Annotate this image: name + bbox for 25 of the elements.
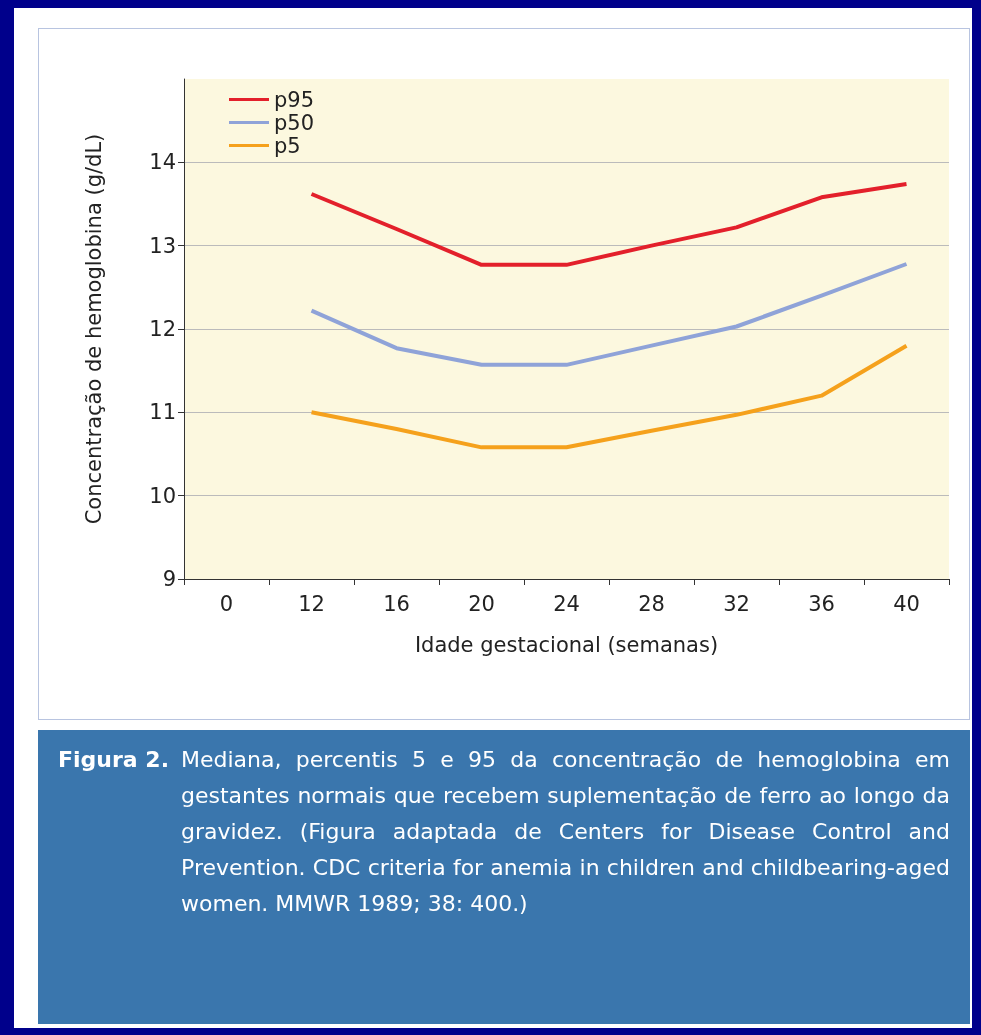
x-tick-label: 32 [723,591,750,616]
line-series [309,262,909,367]
line-series [309,182,909,267]
line-series [309,343,909,450]
x-tick-label: 36 [808,591,835,616]
y-tick-label: 13 [149,233,176,258]
y-tick-label: 12 [149,317,176,341]
legend-label: p95 [274,87,315,112]
y-tick-label: 11 [149,400,176,425]
legend-label: p50 [274,110,315,135]
legend-label: p5 [274,133,301,158]
y-tick-label: 9 [162,567,176,591]
y-tick-label: 10 [149,483,176,508]
x-axis-title: Idade gestacional (semanas) [414,632,719,657]
x-tick-label: 40 [893,591,920,616]
y-axis-title: Concentração de hemoglobina (g/dL) [81,133,106,525]
x-tick-label: 12 [298,591,325,616]
x-tick-label: 0 [219,591,234,616]
text: Mediana, percentis 5 e 95 da concentração de hemoglobina em gestantes normais que recebem suplementação de ferro ao longo da gravidez. (Figura adaptada de Centers for Disease Control and Prevention. CDC criteria for anemia in children and childbearing-aged women. MMWR 1989; 38: 400.) [181,746,950,918]
x-tick-label: 28 [638,591,665,616]
x-tick-label: 16 [383,591,410,616]
x-tick-label: 20 [468,591,495,616]
y-tick-label: 14 [149,150,176,175]
text: Figura 2. [58,746,169,774]
x-tick-label: 24 [553,591,580,616]
